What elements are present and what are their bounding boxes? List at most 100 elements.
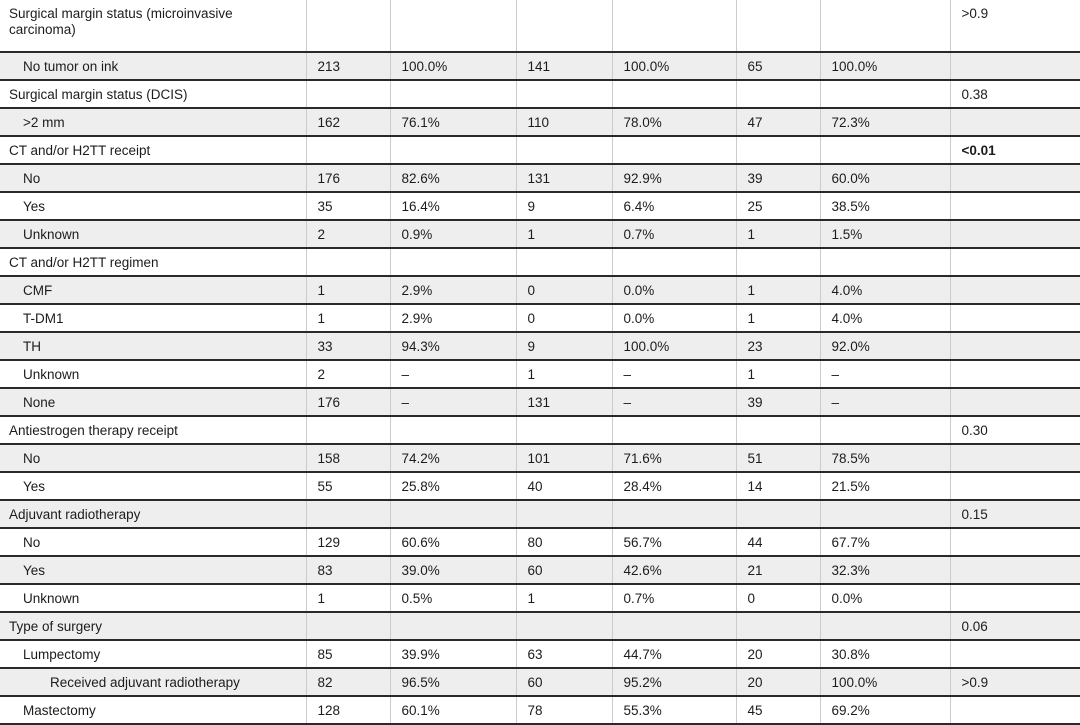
cell-count xyxy=(736,248,821,277)
cell-percent: 74.2% xyxy=(390,444,517,473)
cell-percent: 39.0% xyxy=(390,556,517,585)
cell-count: 33 xyxy=(306,332,391,361)
cell-percent xyxy=(820,248,951,277)
row-label: Surgical margin status (DCIS) xyxy=(0,80,307,109)
cell-count: 1 xyxy=(306,276,391,305)
cell-percent xyxy=(390,248,517,277)
cell-count: 1 xyxy=(306,304,391,333)
cell-percent xyxy=(820,500,951,529)
cell-pvalue xyxy=(950,556,1080,585)
table-row: No 176 82.6% 131 92.9% 39 60.0% xyxy=(0,164,1080,193)
cell-count: 55 xyxy=(306,472,391,501)
cell-pvalue xyxy=(950,276,1080,305)
cell-pvalue xyxy=(950,192,1080,221)
cell-count: 0 xyxy=(516,276,613,305)
cell-count: 128 xyxy=(306,696,391,725)
table-row: CT and/or H2TT regimen xyxy=(0,248,1080,277)
table-row: Unknown 1 0.5% 1 0.7% 0 0.0% xyxy=(0,584,1080,613)
cell-percent: 38.5% xyxy=(820,192,951,221)
table-row: No 129 60.6% 80 56.7% 44 67.7% xyxy=(0,528,1080,557)
table-row: TH 33 94.3% 9 100.0% 23 92.0% xyxy=(0,332,1080,361)
cell-count: 83 xyxy=(306,556,391,585)
cell-percent: 76.1% xyxy=(390,108,517,137)
cell-pvalue: 0.15 xyxy=(950,500,1080,529)
cell-percent xyxy=(390,80,517,109)
cell-percent: 6.4% xyxy=(612,192,737,221)
cell-percent xyxy=(612,500,737,529)
cell-count: 110 xyxy=(516,108,613,137)
cell-count: 158 xyxy=(306,444,391,473)
cell-count: 21 xyxy=(736,556,821,585)
cell-count xyxy=(736,80,821,109)
row-label: Received adjuvant radiotherapy xyxy=(0,668,307,697)
row-label: Unknown xyxy=(0,584,307,613)
cell-percent: 1.5% xyxy=(820,220,951,249)
row-label: Mastectomy xyxy=(0,696,307,725)
cell-count: 39 xyxy=(736,164,821,193)
table-row: Unknown 2 0.9% 1 0.7% 1 1.5% xyxy=(0,220,1080,249)
cell-pvalue: <0.01 xyxy=(950,136,1080,165)
cell-count: 85 xyxy=(306,640,391,669)
cell-percent: 39.9% xyxy=(390,640,517,669)
cell-count: 101 xyxy=(516,444,613,473)
cell-count: 35 xyxy=(306,192,391,221)
cell-count: 2 xyxy=(306,220,391,249)
table-row: No tumor on ink 213 100.0% 141 100.0% 65 100.0… xyxy=(0,52,1080,81)
cell-percent: – xyxy=(820,388,951,417)
cell-count: 45 xyxy=(736,696,821,725)
cell-count: 176 xyxy=(306,164,391,193)
cell-pvalue: 0.06 xyxy=(950,612,1080,641)
cell-count: 131 xyxy=(516,388,613,417)
cell-percent xyxy=(820,0,951,53)
cell-count xyxy=(306,500,391,529)
cell-percent: 72.3% xyxy=(820,108,951,137)
cell-percent: 30.8% xyxy=(820,640,951,669)
cell-percent: 94.3% xyxy=(390,332,517,361)
cell-percent: 60.1% xyxy=(390,696,517,725)
cell-count: 9 xyxy=(516,192,613,221)
table-row: No 158 74.2% 101 71.6% 51 78.5% xyxy=(0,444,1080,473)
cell-percent: 2.9% xyxy=(390,276,517,305)
table-row: Received adjuvant radiotherapy 82 96.5% 60 9… xyxy=(0,668,1080,697)
cell-count: 131 xyxy=(516,164,613,193)
cell-count xyxy=(306,0,391,53)
cell-percent: – xyxy=(612,360,737,389)
cell-percent: 95.2% xyxy=(612,668,737,697)
cell-pvalue xyxy=(950,248,1080,277)
cell-count: 44 xyxy=(736,528,821,557)
cell-percent xyxy=(390,500,517,529)
cell-pvalue xyxy=(950,332,1080,361)
cell-count: 80 xyxy=(516,528,613,557)
cell-percent: 55.3% xyxy=(612,696,737,725)
row-label: No xyxy=(0,528,307,557)
cell-count: 0 xyxy=(516,304,613,333)
cell-pvalue xyxy=(950,696,1080,725)
table-row: Yes 55 25.8% 40 28.4% 14 21.5% xyxy=(0,472,1080,501)
cell-percent: 32.3% xyxy=(820,556,951,585)
table-row: T-DM1 1 2.9% 0 0.0% 1 4.0% xyxy=(0,304,1080,333)
cell-percent: 100.0% xyxy=(612,332,737,361)
cell-percent: – xyxy=(390,388,517,417)
cell-count: 78 xyxy=(516,696,613,725)
cell-percent xyxy=(390,136,517,165)
cell-pvalue: >0.9 xyxy=(950,668,1080,697)
row-label: None xyxy=(0,388,307,417)
cell-count: 162 xyxy=(306,108,391,137)
cell-percent xyxy=(390,612,517,641)
cell-percent xyxy=(612,0,737,53)
row-label: Antiestrogen therapy receipt xyxy=(0,416,307,445)
cell-percent: 78.5% xyxy=(820,444,951,473)
table-row: Type of surgery 0.06 xyxy=(0,612,1080,641)
row-label: Yes xyxy=(0,556,307,585)
cell-count xyxy=(516,612,613,641)
cell-percent: – xyxy=(390,360,517,389)
cell-count xyxy=(306,612,391,641)
table-row: Unknown 2–1–1– xyxy=(0,360,1080,389)
cell-percent: – xyxy=(820,360,951,389)
cell-percent: 100.0% xyxy=(390,52,517,81)
cell-percent: 82.6% xyxy=(390,164,517,193)
cell-pvalue xyxy=(950,108,1080,137)
cell-percent: 0.5% xyxy=(390,584,517,613)
cell-count: 47 xyxy=(736,108,821,137)
